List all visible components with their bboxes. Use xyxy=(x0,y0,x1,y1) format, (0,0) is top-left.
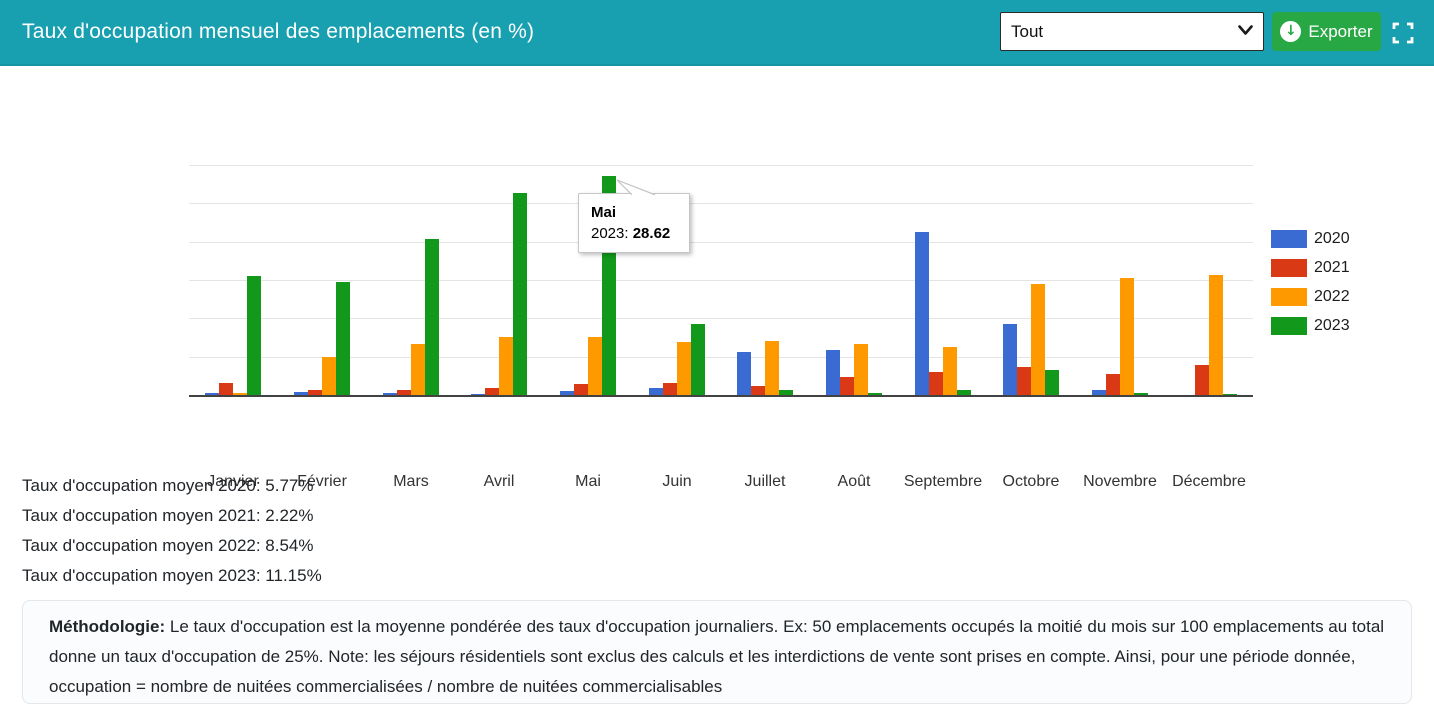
methodology-label: Méthodologie: xyxy=(49,617,165,636)
methodology-note: Méthodologie: Le taux d'occupation est l… xyxy=(22,600,1412,704)
bar-2022-Août[interactable] xyxy=(854,344,868,395)
bar-2023-Octobre[interactable] xyxy=(1045,370,1059,395)
bar-2022-Avril[interactable] xyxy=(499,337,513,395)
methodology-text: Le taux d'occupation est la moyenne pond… xyxy=(49,617,1384,696)
gridline-15 xyxy=(189,280,1253,281)
download-circle-icon: ↓ xyxy=(1280,21,1301,42)
page-title: Taux d'occupation mensuel des emplacemen… xyxy=(22,0,534,64)
tooltip-value: 28.62 xyxy=(633,225,671,242)
legend-label-2021: 2021 xyxy=(1314,259,1350,277)
bar-2021-Avril[interactable] xyxy=(485,388,499,395)
bar-2022-Novembre[interactable] xyxy=(1120,278,1134,395)
bar-2022-Mai[interactable] xyxy=(588,337,602,395)
bar-2022-Septembre[interactable] xyxy=(943,347,957,395)
bar-2021-Septembre[interactable] xyxy=(929,372,943,395)
tooltip-series-label: 2023: xyxy=(591,225,629,242)
gridline-30 xyxy=(189,165,1253,166)
bar-2021-Octobre[interactable] xyxy=(1017,367,1031,395)
legend-label-2023: 2023 xyxy=(1314,317,1350,335)
bar-2022-Mars[interactable] xyxy=(411,344,425,395)
tooltip-callout-pointer xyxy=(600,171,670,197)
stats-block: Taux d'occupation moyen 2020: 5.77%Taux … xyxy=(22,471,322,591)
bar-2022-Octobre[interactable] xyxy=(1031,284,1045,395)
bar-2023-Juin[interactable] xyxy=(691,324,705,395)
occupancy-dashboard: Taux d'occupation mensuel des emplacemen… xyxy=(0,0,1434,715)
legend-item-2023[interactable]: 2023 xyxy=(1271,317,1350,335)
bar-2023-Mars[interactable] xyxy=(425,239,439,395)
chart-tooltip: Mai 2023: 28.62 xyxy=(578,193,690,253)
bar-2022-Décembre[interactable] xyxy=(1209,275,1223,395)
bar-2021-Décembre[interactable] xyxy=(1195,365,1209,395)
export-button-label: Exporter xyxy=(1308,22,1372,42)
bar-2020-Octobre[interactable] xyxy=(1003,324,1017,395)
bar-2023-Avril[interactable] xyxy=(513,193,527,395)
period-filter-select[interactable]: Tout xyxy=(1000,12,1264,51)
legend-item-2020[interactable]: 2020 xyxy=(1271,230,1350,248)
legend-swatch-2021 xyxy=(1271,259,1307,277)
legend-swatch-2022 xyxy=(1271,288,1307,306)
fullscreen-icon[interactable] xyxy=(1391,21,1415,45)
bar-2022-Juillet[interactable] xyxy=(765,341,779,395)
export-button[interactable]: ↓ Exporter xyxy=(1272,12,1381,51)
bar-2021-Juin[interactable] xyxy=(663,383,677,395)
bar-2021-Août[interactable] xyxy=(840,377,854,395)
legend-label-2020: 2020 xyxy=(1314,230,1350,248)
stat-line-2: Taux d'occupation moyen 2022: 8.54% xyxy=(22,531,322,561)
legend-swatch-2023 xyxy=(1271,317,1307,335)
bar-2021-Mai[interactable] xyxy=(574,384,588,395)
legend-item-2021[interactable]: 2021 xyxy=(1271,259,1350,277)
bar-2023-Janvier[interactable] xyxy=(247,276,261,395)
gridline-20 xyxy=(189,242,1253,243)
bar-2021-Juillet[interactable] xyxy=(751,386,765,395)
tooltip-value-line: 2023: 28.62 xyxy=(591,223,677,245)
stat-line-1: Taux d'occupation moyen 2021: 2.22% xyxy=(22,501,322,531)
stat-line-0: Taux d'occupation moyen 2020: 5.77% xyxy=(22,471,322,501)
legend-label-2022: 2022 xyxy=(1314,288,1350,306)
bar-2020-Juillet[interactable] xyxy=(737,352,751,395)
widget-header: Taux d'occupation mensuel des emplacemen… xyxy=(0,0,1434,66)
occupancy-bar-chart: JanvierFévrierMarsAvrilMaiJuinJuilletAoû… xyxy=(0,66,1434,446)
bar-2021-Novembre[interactable] xyxy=(1106,374,1120,395)
bar-2023-Février[interactable] xyxy=(336,282,350,395)
gridline-25 xyxy=(189,203,1253,204)
legend-item-2022[interactable]: 2022 xyxy=(1271,288,1350,306)
bar-2022-Juin[interactable] xyxy=(677,342,691,395)
chart-legend: 2020 2021 2022 2023 xyxy=(1271,230,1350,346)
stat-line-3: Taux d'occupation moyen 2023: 11.15% xyxy=(22,561,322,591)
bar-2020-Août[interactable] xyxy=(826,350,840,395)
tooltip-category: Mai xyxy=(591,202,677,223)
legend-swatch-2020 xyxy=(1271,230,1307,248)
x-axis-line xyxy=(189,395,1253,397)
period-filter: Tout xyxy=(1000,12,1264,51)
bar-2020-Juin[interactable] xyxy=(649,388,663,395)
bar-2021-Janvier[interactable] xyxy=(219,383,233,395)
x-axis-label-Décembre: Décembre xyxy=(1154,473,1264,491)
bar-2020-Septembre[interactable] xyxy=(915,232,929,395)
bar-2022-Février[interactable] xyxy=(322,357,336,395)
